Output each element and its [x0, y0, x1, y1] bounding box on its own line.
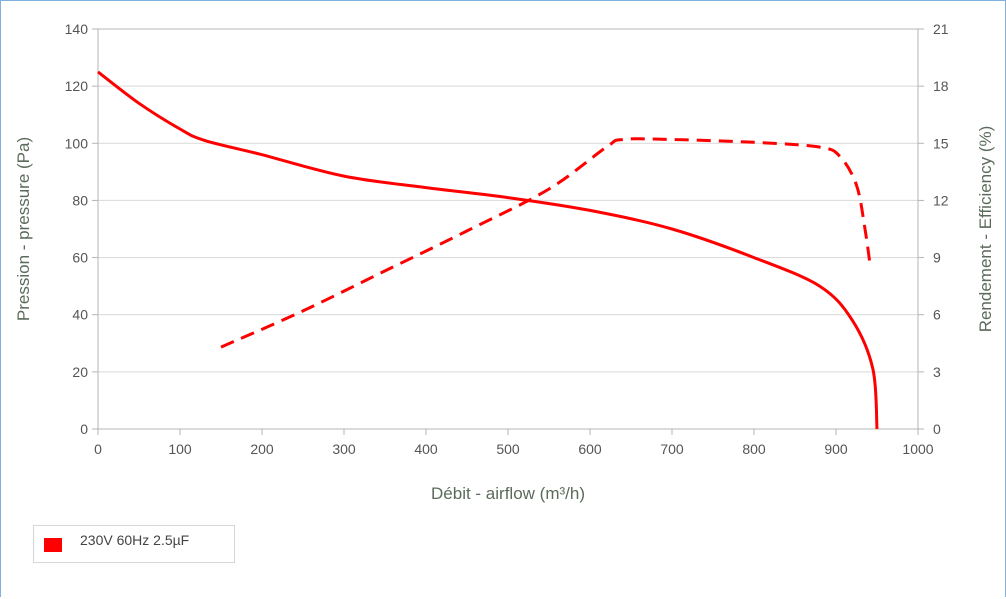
- legend-swatch: [44, 538, 62, 552]
- y2-tick-label: 21: [933, 21, 949, 37]
- series: [97, 70, 879, 430]
- x-tick-label: 300: [332, 441, 356, 457]
- grid: [98, 28, 918, 373]
- y-tick-label: 140: [65, 21, 89, 37]
- tick-labels: 0 20 40 60 80 100 120 140 0 3 6 9 12 15 18 21 0 100 200 300…: [65, 21, 949, 457]
- y-tick-label: 40: [72, 307, 88, 323]
- y-tick-label: 20: [72, 364, 88, 380]
- x-tick-label: 400: [414, 441, 438, 457]
- y2-axis-title: Rendement - Efficiency (%): [976, 126, 995, 333]
- y-tick-label: 0: [80, 421, 88, 437]
- y-tick-label: 80: [72, 192, 88, 208]
- y-axis-title: Pression - pressure (Pa): [14, 137, 33, 321]
- y2-tick-label: 3: [933, 364, 941, 380]
- x-tick-label: 800: [742, 441, 766, 457]
- x-tick-label: 500: [496, 441, 520, 457]
- x-tick-label: 200: [250, 441, 274, 457]
- axes: [92, 28, 924, 435]
- x-tick-label: 600: [578, 441, 602, 457]
- x-tick-label: 100: [168, 441, 192, 457]
- y2-tick-label: 6: [933, 307, 941, 323]
- x-tick-label: 1000: [902, 441, 933, 457]
- y2-tick-label: 9: [933, 250, 941, 266]
- pressure-curve: [97, 70, 879, 430]
- x-tick-label: 700: [660, 441, 684, 457]
- y2-tick-label: 12: [933, 192, 949, 208]
- y-tick-label: 120: [65, 78, 89, 94]
- x-tick-label: 0: [94, 441, 102, 457]
- y-tick-label: 60: [72, 250, 88, 266]
- x-axis-title: Débit - airflow (m³/h): [431, 484, 585, 503]
- y2-tick-label: 15: [933, 135, 949, 151]
- legend: 230V 60Hz 2.5µF: [33, 525, 235, 563]
- efficiency-curve: [220, 137, 872, 349]
- x-tick-label: 900: [824, 441, 848, 457]
- legend-label: 230V 60Hz 2.5µF: [80, 532, 190, 548]
- y-tick-label: 100: [65, 135, 89, 151]
- y2-tick-label: 0: [933, 421, 941, 437]
- y2-tick-label: 18: [933, 78, 949, 94]
